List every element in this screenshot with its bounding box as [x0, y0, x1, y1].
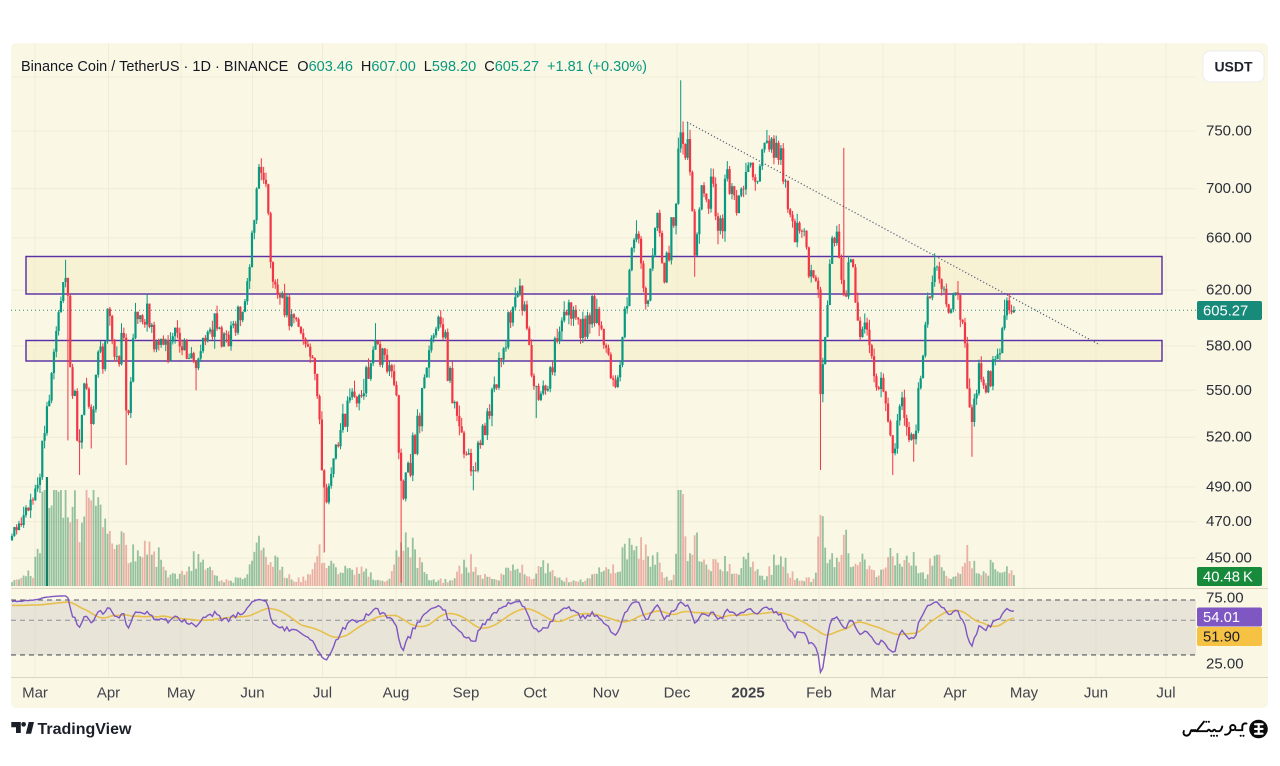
- svg-text:580.00: 580.00: [1206, 337, 1252, 354]
- svg-text:700.00: 700.00: [1206, 180, 1252, 197]
- svg-text:Sep: Sep: [453, 685, 480, 702]
- svg-text:54.01: 54.01: [1203, 610, 1240, 626]
- svg-text:450.00: 450.00: [1206, 550, 1252, 567]
- svg-text:Jun: Jun: [1084, 685, 1108, 702]
- svg-text:May: May: [167, 685, 196, 702]
- svg-text:51.90: 51.90: [1203, 630, 1240, 646]
- svg-text:75.00: 75.00: [1206, 590, 1244, 607]
- svg-text:Mar: Mar: [870, 685, 896, 702]
- svg-text:Apr: Apr: [97, 685, 120, 702]
- svg-text:Aug: Aug: [383, 685, 410, 702]
- svg-text:May: May: [1010, 685, 1039, 702]
- svg-text:Dec: Dec: [664, 685, 691, 702]
- svg-text:490.00: 490.00: [1206, 478, 1252, 495]
- svg-text:Feb: Feb: [806, 685, 832, 702]
- svg-text:2025: 2025: [731, 685, 764, 702]
- svg-text:Jul: Jul: [1156, 685, 1175, 702]
- svg-text:Apr: Apr: [943, 685, 966, 702]
- svg-text:470.00: 470.00: [1206, 513, 1252, 530]
- svg-text:605.27: 605.27: [1203, 304, 1248, 320]
- svg-text:TradingView: TradingView: [38, 721, 133, 738]
- svg-text:620.00: 620.00: [1206, 282, 1252, 299]
- svg-text:520.00: 520.00: [1206, 429, 1252, 446]
- svg-text:660.00: 660.00: [1206, 229, 1252, 246]
- svg-text:USDT: USDT: [1214, 59, 1253, 75]
- svg-text:40.48 K: 40.48 K: [1203, 570, 1253, 586]
- svg-text:Jul: Jul: [313, 685, 332, 702]
- svg-text:Oct: Oct: [523, 685, 547, 702]
- svg-text:25.00: 25.00: [1206, 656, 1244, 673]
- svg-text:750.00: 750.00: [1206, 123, 1252, 140]
- svg-text:Binance Coin / TetherUS · 1D ·: Binance Coin / TetherUS · 1D · BINANCE O6…: [21, 59, 647, 75]
- svg-text:550.00: 550.00: [1206, 382, 1252, 399]
- svg-text:Nov: Nov: [593, 685, 620, 702]
- svg-text:Jun: Jun: [240, 685, 264, 702]
- svg-text:Mar: Mar: [22, 685, 48, 702]
